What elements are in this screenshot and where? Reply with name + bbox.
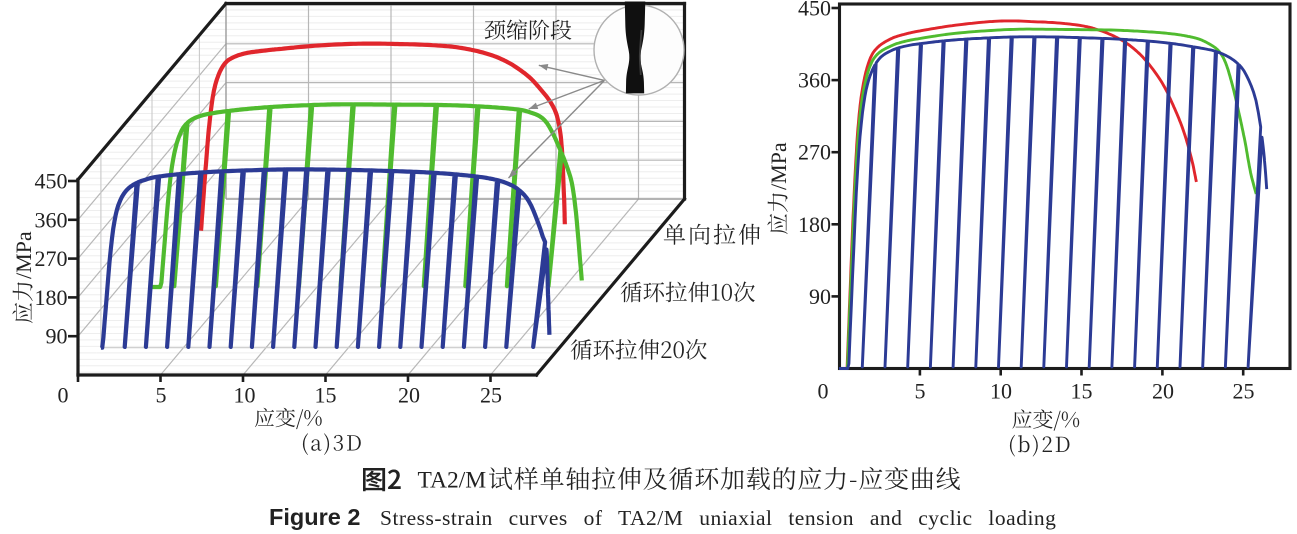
svg-text:450: 450 bbox=[798, 0, 831, 21]
svg-text:15: 15 bbox=[315, 383, 337, 408]
svg-text:5: 5 bbox=[156, 383, 167, 408]
svg-text:180: 180 bbox=[798, 212, 831, 237]
svg-text:270: 270 bbox=[798, 140, 831, 165]
svg-text:15: 15 bbox=[1071, 379, 1093, 404]
svg-text:Figure 2: Figure 2 bbox=[269, 504, 360, 530]
svg-text:90: 90 bbox=[809, 284, 831, 309]
svg-text:25: 25 bbox=[480, 383, 502, 408]
svg-text:180: 180 bbox=[35, 285, 68, 310]
svg-text:90: 90 bbox=[46, 324, 68, 349]
svg-text:270: 270 bbox=[35, 246, 68, 271]
svg-text:TA2/M: TA2/M bbox=[418, 468, 487, 494]
svg-text:20: 20 bbox=[398, 383, 420, 408]
svg-text:360: 360 bbox=[35, 207, 68, 232]
svg-text:25: 25 bbox=[1233, 379, 1255, 404]
svg-text:20: 20 bbox=[1152, 379, 1174, 404]
svg-text:450: 450 bbox=[35, 169, 68, 194]
svg-text:5: 5 bbox=[915, 379, 926, 404]
svg-text:0: 0 bbox=[818, 379, 829, 404]
svg-text:0: 0 bbox=[58, 383, 69, 408]
svg-text:10: 10 bbox=[234, 383, 256, 408]
svg-text:10: 10 bbox=[990, 379, 1012, 404]
svg-text:360: 360 bbox=[798, 68, 831, 93]
svg-text:Stress-strain curves of TA2/M: Stress-strain curves of TA2/M uniaxial t… bbox=[380, 506, 1056, 530]
